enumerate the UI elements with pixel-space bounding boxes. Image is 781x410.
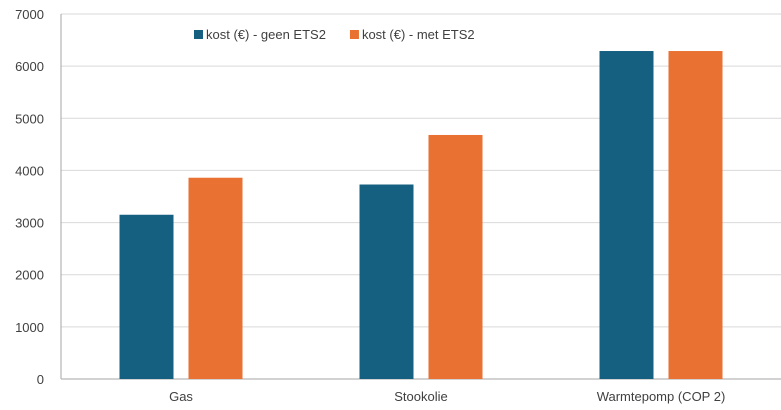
bars bbox=[119, 51, 723, 380]
y-tick-labels: 0 1000 2000 3000 4000 5000 6000 7000 bbox=[15, 7, 44, 387]
legend-swatch bbox=[194, 30, 203, 39]
bar bbox=[428, 134, 483, 379]
legend: kost (€) - geen ETS2 kost (€) - met ETS2 bbox=[194, 27, 475, 42]
legend-item: kost (€) - met ETS2 bbox=[349, 27, 475, 42]
x-tick-labels: Gas Stookolie Warmtepomp (COP 2) bbox=[169, 389, 725, 404]
bar bbox=[359, 184, 414, 379]
x-tick-label: Warmtepomp (COP 2) bbox=[597, 389, 726, 404]
y-tick-label: 0 bbox=[37, 372, 44, 387]
legend-item: kost (€) - geen ETS2 bbox=[194, 27, 326, 42]
y-tick-label: 6000 bbox=[15, 59, 44, 74]
bar bbox=[668, 51, 723, 380]
bar bbox=[119, 214, 174, 379]
y-tick-label: 2000 bbox=[15, 268, 44, 283]
legend-label: kost (€) - geen ETS2 bbox=[206, 27, 326, 42]
x-tick-label: Stookolie bbox=[394, 389, 447, 404]
y-tick-label: 3000 bbox=[15, 216, 44, 231]
gridlines bbox=[61, 13, 781, 328]
legend-label: kost (€) - met ETS2 bbox=[362, 27, 475, 42]
y-tick-label: 7000 bbox=[15, 7, 44, 22]
x-tick-label: Gas bbox=[169, 389, 193, 404]
bar bbox=[188, 177, 243, 379]
y-tick-label: 4000 bbox=[15, 163, 44, 178]
y-tick-label: 1000 bbox=[15, 320, 44, 335]
bar bbox=[599, 51, 654, 380]
legend-swatch bbox=[349, 30, 359, 39]
axes bbox=[60, 14, 781, 380]
y-tick-label: 5000 bbox=[15, 111, 44, 126]
